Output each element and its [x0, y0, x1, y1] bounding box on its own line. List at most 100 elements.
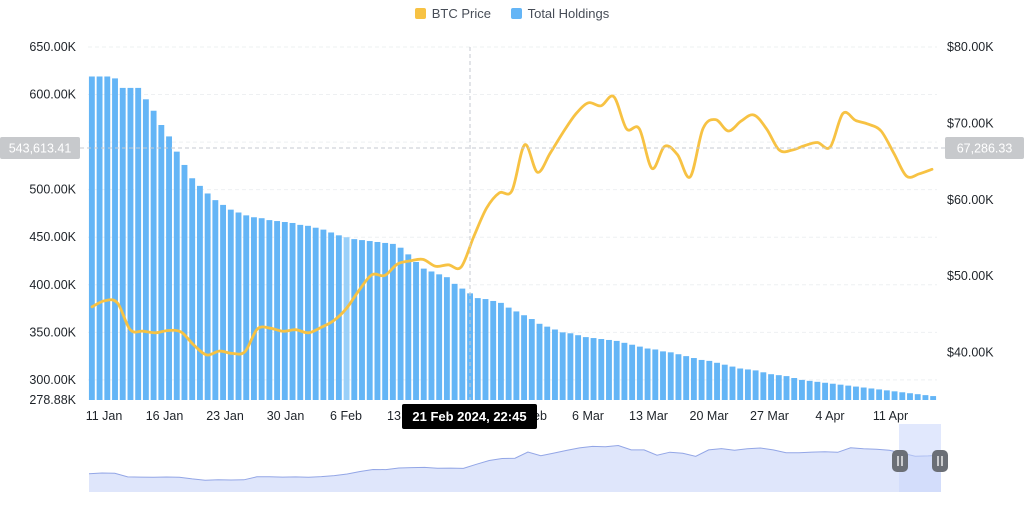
- holdings-bar: [227, 209, 234, 400]
- holdings-bar: [166, 136, 172, 400]
- handle-grip: [932, 450, 948, 472]
- holdings-bar: [783, 376, 790, 400]
- holdings-bar: [667, 352, 674, 400]
- holdings-bar: [544, 326, 551, 400]
- holdings-bar: [266, 220, 273, 400]
- y-right-tick-label: $80.00K: [947, 40, 994, 54]
- holdings-bar: [142, 99, 149, 400]
- holdings-bar: [768, 374, 774, 400]
- holdings-bar: [158, 125, 165, 400]
- legend-item-btc-price[interactable]: BTC Price: [414, 6, 491, 21]
- holdings-bar: [868, 388, 875, 400]
- btc-price-path: [90, 94, 934, 357]
- btc-price-line: [90, 94, 934, 357]
- holdings-bar: [806, 380, 813, 400]
- holdings-bar: [127, 87, 134, 401]
- holdings-bar: [196, 185, 203, 400]
- holdings-bar: [837, 384, 844, 400]
- holdings-bar: [397, 247, 404, 400]
- y-left-tick-label: 650.00K: [29, 40, 76, 54]
- holdings-bar: [428, 271, 435, 400]
- holdings-bar: [505, 307, 512, 400]
- y-right-tick-label: $70.00K: [947, 116, 994, 130]
- handle-grip: [892, 450, 908, 472]
- holdings-bar: [829, 383, 836, 400]
- y-left-tick-label: 450.00K: [29, 230, 76, 244]
- holdings-bar: [389, 243, 396, 400]
- holdings-bar: [289, 222, 296, 400]
- holdings-bar: [613, 340, 620, 400]
- holdings-bar: [528, 319, 535, 400]
- crosshair-right-value: 67,286.33: [957, 142, 1013, 156]
- y-left-tick-label: 278.88K: [29, 393, 76, 407]
- holdings-bar: [112, 78, 118, 400]
- crosshair-left-badge: [0, 137, 80, 159]
- holdings-bar: [590, 338, 597, 400]
- y-left-tick-label: 500.00K: [29, 183, 76, 197]
- holdings-bar: [814, 381, 821, 400]
- holdings-bar: [405, 254, 412, 400]
- holdings-bar: [914, 394, 921, 400]
- holdings-bar: [104, 76, 111, 401]
- total-holdings-swatch: [510, 8, 522, 19]
- holdings-bar: [876, 389, 883, 400]
- holdings-bar: [729, 366, 736, 400]
- holdings-bar: [675, 354, 682, 400]
- holdings-bar: [312, 227, 319, 400]
- holdings-bar: [343, 237, 350, 400]
- navigator-right-handle[interactable]: [932, 450, 948, 472]
- holdings-bar: [845, 385, 852, 400]
- holdings-bar: [382, 242, 389, 400]
- legend-item-total-holdings[interactable]: Total Holdings: [510, 6, 609, 21]
- holdings-bar: [737, 368, 744, 400]
- holdings-bar: [459, 288, 466, 400]
- holdings-bar: [559, 332, 566, 400]
- y-left-tick-label: 300.00K: [29, 373, 76, 387]
- holdings-bars: [88, 76, 937, 401]
- holdings-bar: [644, 348, 651, 400]
- holdings-bar: [721, 364, 728, 400]
- holdings-bar: [443, 277, 450, 400]
- y-left-tick-label: 600.00K: [29, 88, 76, 102]
- holdings-bar: [482, 299, 489, 400]
- holdings-bar: [374, 241, 381, 400]
- navigator-line: [88, 444, 942, 481]
- holdings-bar: [490, 300, 497, 400]
- holdings-bar: [606, 339, 612, 400]
- x-tick-label: 23 Jan: [206, 409, 244, 423]
- navigator-left-handle[interactable]: [892, 450, 908, 472]
- x-tick-label: 27 Mar: [750, 409, 789, 423]
- chart-legend: BTC Price Total Holdings: [0, 6, 1024, 22]
- holdings-bar: [366, 241, 373, 400]
- y-right-tick-label: $50.00K: [947, 269, 994, 283]
- holdings-bar: [598, 339, 605, 400]
- x-tick-label: 6 Feb: [330, 409, 362, 423]
- holdings-bar: [150, 110, 157, 400]
- holdings-bar: [297, 224, 304, 400]
- x-tick-label: 11 Jan: [86, 409, 123, 423]
- holdings-bar: [575, 335, 582, 400]
- holdings-bar: [636, 346, 643, 400]
- holdings-bar: [706, 360, 713, 400]
- x-tick-label: 4 Apr: [815, 409, 844, 423]
- holdings-bar: [652, 349, 659, 400]
- holdings-bar: [351, 239, 358, 400]
- holdings-bar: [359, 240, 365, 400]
- crosshair: 543,613.41 67,286.33 21 Feb 2024, 22:45: [0, 47, 1024, 429]
- holdings-bar: [513, 311, 520, 400]
- holdings-bar: [474, 298, 481, 400]
- y-right-tick-label: $40.00K: [947, 346, 994, 360]
- holdings-bar: [413, 261, 419, 400]
- holdings-bar: [467, 293, 473, 400]
- crosshair-right-badge: [945, 137, 1024, 159]
- range-navigator[interactable]: [88, 424, 948, 492]
- navigator-area: [89, 445, 941, 492]
- holdings-bar: [436, 274, 443, 400]
- holdings-bar: [891, 391, 898, 400]
- holdings-bar: [714, 362, 720, 400]
- holdings-bar: [899, 392, 906, 400]
- holdings-bar: [420, 268, 427, 400]
- holdings-bar: [698, 359, 705, 400]
- holdings-bar: [204, 193, 211, 400]
